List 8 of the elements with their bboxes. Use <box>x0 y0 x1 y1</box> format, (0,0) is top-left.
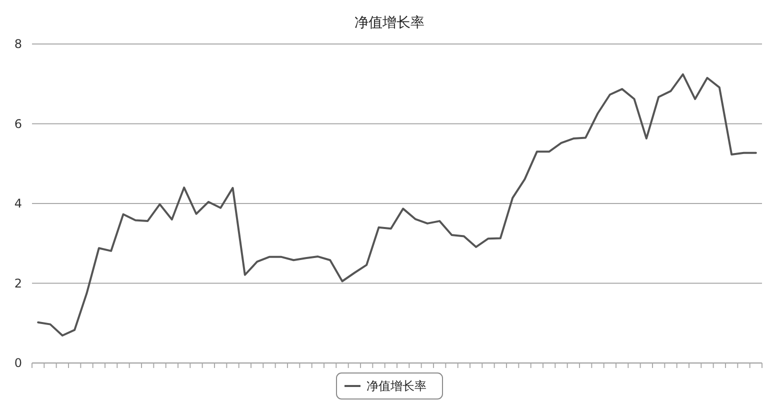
legend-label: 净值增长率 <box>366 379 426 394</box>
y-tick-label: 0 <box>14 356 22 370</box>
y-tick-label: 4 <box>14 196 22 211</box>
chart-title: 净值增长率 <box>354 15 424 31</box>
y-tick-label: 8 <box>14 37 22 52</box>
y-tick-label: 2 <box>14 276 22 290</box>
y-tick-label: 6 <box>14 116 22 131</box>
line-series <box>37 73 757 336</box>
